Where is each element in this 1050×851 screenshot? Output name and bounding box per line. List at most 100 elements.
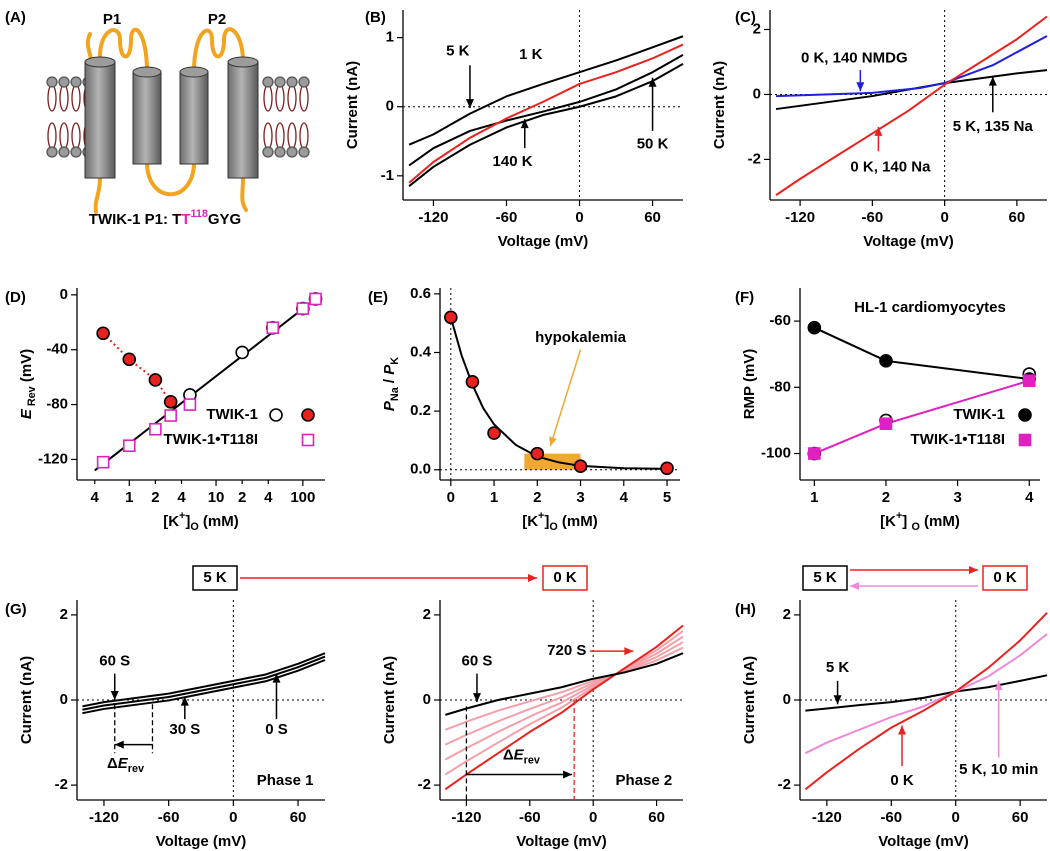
y-axis-label: E Rev (mV) (18, 349, 38, 419)
marker (301, 408, 315, 422)
y-tick-label: -2 (778, 776, 791, 793)
y-tick-label: 0.4 (410, 343, 432, 360)
annotation-part: Δ (503, 746, 514, 763)
panel-label: (D) (5, 289, 26, 306)
x-axis-label: Voltage (mV) (878, 833, 969, 850)
x-tick-label: -120 (89, 809, 119, 826)
header-box (192, 565, 238, 591)
header-box (982, 565, 1028, 591)
marker (807, 320, 822, 335)
annotation-arrow-head (988, 76, 997, 86)
channel-diagram: (A) P1 P2 (5, 9, 310, 214)
x-tick-label: 60 (1009, 209, 1026, 226)
marker (235, 345, 249, 360)
y-tick-label: -120 (38, 450, 68, 467)
caption-part: 118 (190, 208, 207, 220)
x-axis-label-part: O (911, 521, 919, 533)
annotation-arrow-head (465, 99, 474, 109)
x-axis-label-part: (mM) (199, 513, 239, 530)
x-tick-label: 1 (125, 489, 133, 506)
legend-label: TWIK-1•T118I (911, 431, 1005, 448)
y-tick-label: 0 (753, 85, 761, 102)
annotation: 60 S (99, 653, 130, 670)
annotation: 1 K (519, 46, 543, 63)
marker (487, 426, 501, 440)
x-tick-label: 2 (533, 489, 541, 506)
y-tick-label: -40 (46, 341, 68, 358)
x-tick-label: 3 (953, 489, 961, 506)
annotation: 720 S (547, 642, 586, 659)
panel-label: (G) (5, 601, 27, 618)
y-axis-label: RMP (mV) (741, 349, 758, 420)
y-axis-label: Current (nA) (741, 656, 758, 744)
x-tick-label: -120 (785, 209, 815, 226)
y-tick-label: -80 (46, 396, 68, 413)
x-tick-label: 0 (229, 809, 237, 826)
loops (85, 27, 248, 214)
annotation-arrow (549, 349, 582, 447)
shift-arrow-head (114, 740, 124, 749)
annotation-arrow-head (648, 77, 657, 87)
header-label: 0 K (553, 569, 577, 586)
x-axis-label-part: [K (163, 513, 179, 530)
y-tick-label: 2 (783, 606, 791, 623)
x-tick-label: 2 (238, 489, 246, 506)
x-axis-label-part: ] (185, 513, 190, 530)
series-line (408, 35, 684, 146)
x-tick-label: 4 (91, 489, 100, 506)
x-tick-label: 4 (177, 489, 186, 506)
y-axis-label: Current (nA) (18, 656, 35, 744)
x-axis-label-part: O (190, 521, 198, 533)
y-tick-label: -100 (761, 444, 791, 461)
series-line (444, 646, 684, 731)
annotation: 0 K, 140 Na (850, 158, 931, 175)
x-axis-label-part: + (896, 510, 902, 522)
annotation: ΔErev (107, 755, 144, 775)
annotation: Phase 1 (257, 772, 314, 789)
annotation: 0 S (265, 721, 288, 738)
x-tick-label: 0 (575, 209, 583, 226)
series-line (449, 317, 668, 470)
marker (164, 409, 177, 422)
series-line (805, 674, 1048, 712)
y-tick-label: -2 (748, 150, 761, 167)
x-tick-label: -60 (880, 809, 902, 826)
x-tick-label: 4 (1025, 489, 1034, 506)
header-label: 5 K (813, 569, 837, 586)
y-axis-label: PNa / PK (381, 357, 401, 411)
x-tick-label: 4 (264, 489, 273, 506)
annotation: 5 K, 135 Na (953, 118, 1034, 135)
y-axis-label-part: P (381, 400, 398, 411)
x-axis-label: Voltage (mV) (498, 233, 589, 250)
series-line (775, 15, 1048, 196)
marker (573, 459, 588, 474)
y-tick-label: -2 (418, 776, 431, 793)
x-tick-label: 60 (1012, 809, 1029, 826)
marker (879, 417, 893, 431)
annotation: 0 K, 140 NMDG (801, 50, 908, 67)
y-axis-label-part: / (381, 375, 398, 388)
legend-label: TWIK-1 (953, 406, 1005, 423)
x-tick-label: -60 (158, 809, 180, 826)
marker (879, 354, 893, 368)
marker (163, 395, 178, 409)
annotation-arrow-head (833, 695, 842, 705)
x-tick-label: 0 (952, 809, 960, 826)
y-axis-label: Current (nA) (381, 656, 398, 744)
y-tick-label: 0.0 (410, 461, 431, 478)
panel-label: (C) (735, 9, 756, 26)
x-axis-label-part: O (549, 521, 557, 533)
x-tick-label: -120 (451, 809, 481, 826)
x-axis-label-part: + (179, 510, 185, 522)
marker (301, 433, 315, 447)
x-axis-label: [K+]O (mM) (522, 510, 598, 533)
series-line (408, 54, 684, 167)
series-line (804, 633, 1048, 755)
caption: TWIK-1 P1: TT118GYG (89, 208, 241, 228)
y-tick-label: 0 (60, 691, 68, 708)
x-axis-label: [K+]O (mM) (163, 510, 239, 533)
y-tick-label: 0 (386, 98, 394, 115)
annotation: 50 K (637, 136, 669, 153)
annotation: 5 K (826, 659, 850, 676)
